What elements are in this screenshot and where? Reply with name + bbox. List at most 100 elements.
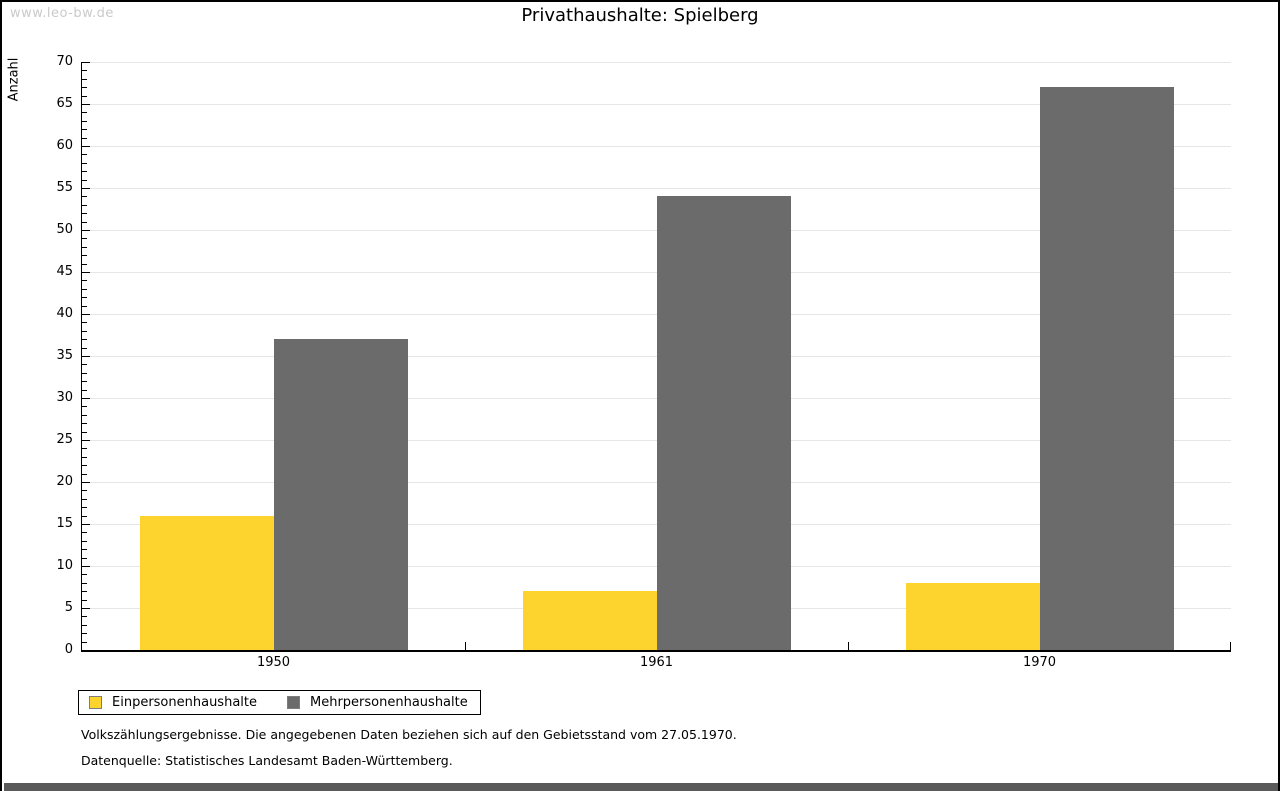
watermark-text: www.leo-bw.de	[10, 6, 114, 21]
y-major-tick-35	[82, 356, 90, 357]
y-tick-label-65: 65	[56, 96, 73, 111]
y-major-tick-30	[82, 398, 90, 399]
y-minor-tick-28	[82, 414, 87, 416]
y-minor-tick-59	[82, 154, 87, 156]
y-major-tick-65	[82, 104, 90, 105]
y-tick-label-70: 70	[56, 54, 73, 69]
y-axis-title: Anzahl	[6, 57, 22, 102]
bar-1950-einpersonenhaushalte	[139, 515, 274, 650]
y-major-tick-50	[82, 230, 90, 231]
y-minor-tick-29	[82, 406, 87, 408]
gridline-55	[82, 188, 1231, 189]
y-minor-tick-13	[82, 540, 87, 542]
y-minor-tick-1	[82, 641, 87, 643]
bar-1950-mehrpersonenhaushalte	[273, 339, 408, 650]
y-minor-tick-66	[82, 95, 87, 97]
y-major-tick-15	[82, 524, 90, 525]
legend-label: Mehrpersonenhaushalte	[310, 695, 468, 710]
y-minor-tick-17	[82, 507, 87, 509]
y-minor-tick-12	[82, 549, 87, 551]
y-minor-tick-36	[82, 347, 87, 349]
footnote-source-note: Volkszählungsergebnisse. Die angegebenen…	[81, 727, 737, 742]
y-major-tick-25	[82, 440, 90, 441]
gridline-60	[82, 146, 1231, 147]
bar-1970-einpersonenhaushalte	[905, 582, 1040, 650]
y-minor-tick-14	[82, 532, 87, 534]
gridline-70	[82, 62, 1231, 63]
y-minor-tick-4	[82, 616, 87, 618]
y-minor-tick-11	[82, 557, 87, 559]
x-boundary-tick-2	[848, 642, 849, 650]
y-minor-tick-54	[82, 196, 87, 198]
y-tick-label-55: 55	[56, 180, 73, 195]
y-minor-tick-68	[82, 78, 87, 80]
y-minor-tick-51	[82, 221, 87, 223]
y-minor-tick-37	[82, 339, 87, 341]
y-minor-tick-23	[82, 456, 87, 458]
y-minor-tick-69	[82, 70, 87, 72]
y-major-tick-10	[82, 566, 90, 567]
y-minor-tick-64	[82, 112, 87, 114]
y-minor-tick-8	[82, 582, 87, 584]
y-minor-tick-38	[82, 330, 87, 332]
y-minor-tick-33	[82, 372, 87, 374]
plot-area: 0 5 10 15 20 25 30 35 40 45 50 55 60 65 70 1950 1961 1970	[56, 55, 1231, 670]
y-minor-tick-39	[82, 322, 87, 324]
y-minor-tick-48	[82, 246, 87, 248]
y-major-tick-5	[82, 608, 90, 609]
y-tick-label-35: 35	[56, 348, 73, 363]
legend-swatch-icon	[89, 696, 102, 709]
y-minor-tick-62	[82, 129, 87, 131]
y-minor-tick-49	[82, 238, 87, 240]
legend-entry-einpersonenhaushalte: Einpersonenhaushalte	[89, 695, 257, 710]
y-minor-tick-3	[82, 624, 87, 626]
y-minor-tick-24	[82, 448, 87, 450]
y-minor-tick-2	[82, 633, 87, 635]
x-tick-label-1970: 1970	[1022, 655, 1057, 670]
y-minor-tick-32	[82, 381, 87, 383]
gridline-65	[82, 104, 1231, 105]
y-major-tick-55	[82, 188, 90, 189]
y-minor-tick-19	[82, 490, 87, 492]
bottom-bar	[4, 783, 1278, 791]
y-minor-tick-61	[82, 137, 87, 139]
footnote-data-source: Datenquelle: Statistisches Landesamt Bad…	[81, 753, 453, 768]
y-minor-tick-56	[82, 179, 87, 181]
y-minor-tick-58	[82, 162, 87, 164]
legend-swatch-icon	[287, 696, 300, 709]
y-tick-label-10: 10	[56, 558, 73, 573]
y-minor-tick-53	[82, 204, 87, 206]
y-major-tick-40	[82, 314, 90, 315]
y-tick-label-0: 0	[64, 642, 73, 657]
x-boundary-tick-1	[465, 642, 466, 650]
y-minor-tick-67	[82, 87, 87, 89]
y-minor-tick-22	[82, 465, 87, 467]
y-minor-tick-31	[82, 389, 87, 391]
y-minor-tick-57	[82, 171, 87, 173]
bar-1961-mehrpersonenhaushalte	[656, 196, 791, 650]
y-minor-tick-26	[82, 431, 87, 433]
y-minor-tick-46	[82, 263, 87, 265]
y-major-tick-60	[82, 146, 90, 147]
y-minor-tick-16	[82, 515, 87, 517]
x-tick-label-1961: 1961	[639, 655, 674, 670]
y-minor-tick-63	[82, 120, 87, 122]
x-tick-label-1950: 1950	[256, 655, 291, 670]
bar-1970-mehrpersonenhaushalte	[1039, 87, 1174, 650]
chart-title: Privathaushalte: Spielberg	[521, 5, 759, 26]
y-minor-tick-9	[82, 574, 87, 576]
y-tick-label-15: 15	[56, 516, 73, 531]
bar-1961-einpersonenhaushalte	[522, 591, 657, 650]
y-minor-tick-21	[82, 473, 87, 475]
y-minor-tick-44	[82, 280, 87, 282]
y-major-tick-70	[82, 62, 90, 63]
y-tick-label-5: 5	[64, 600, 73, 615]
legend-entry-mehrpersonenhaushalte: Mehrpersonenhaushalte	[287, 695, 468, 710]
y-tick-label-45: 45	[56, 264, 73, 279]
y-minor-tick-43	[82, 288, 87, 290]
y-tick-label-40: 40	[56, 306, 73, 321]
x-axis-end-tick	[1230, 642, 1231, 650]
y-minor-tick-7	[82, 591, 87, 593]
y-minor-tick-52	[82, 213, 87, 215]
